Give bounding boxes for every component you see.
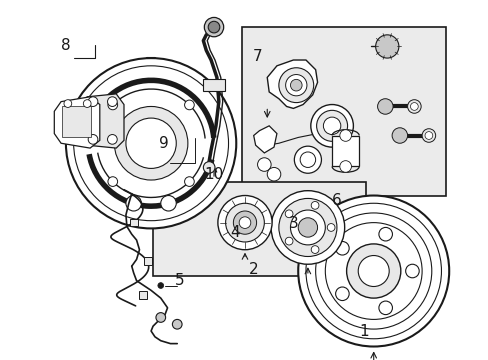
Circle shape [278, 198, 336, 256]
Circle shape [172, 319, 182, 329]
Bar [242, 27, 446, 195]
Bar [144, 257, 152, 265]
Circle shape [184, 177, 194, 186]
Circle shape [257, 158, 270, 171]
Circle shape [375, 35, 398, 58]
Circle shape [66, 58, 236, 229]
Circle shape [108, 177, 118, 186]
Circle shape [378, 301, 392, 315]
Polygon shape [253, 126, 276, 153]
Circle shape [326, 224, 334, 231]
Text: 3: 3 [288, 216, 298, 231]
Circle shape [278, 68, 313, 103]
Text: 8: 8 [61, 38, 71, 53]
Circle shape [310, 246, 318, 253]
Text: 2: 2 [248, 262, 258, 276]
Circle shape [424, 132, 432, 139]
Circle shape [158, 283, 163, 288]
Circle shape [161, 195, 176, 211]
Text: 6: 6 [331, 193, 341, 208]
Circle shape [218, 195, 271, 250]
Circle shape [294, 146, 321, 173]
Circle shape [184, 100, 194, 110]
Circle shape [108, 100, 118, 110]
Circle shape [270, 191, 344, 264]
Circle shape [208, 21, 220, 33]
Circle shape [315, 213, 431, 329]
Circle shape [126, 195, 141, 211]
Circle shape [114, 107, 187, 180]
Circle shape [305, 203, 441, 339]
Circle shape [88, 97, 98, 107]
Circle shape [310, 202, 318, 209]
Circle shape [310, 104, 353, 147]
Circle shape [421, 129, 435, 142]
Circle shape [358, 256, 388, 287]
Circle shape [409, 103, 417, 111]
Circle shape [156, 312, 165, 322]
Circle shape [290, 210, 325, 245]
Circle shape [346, 244, 400, 298]
Circle shape [323, 117, 340, 135]
Circle shape [64, 100, 72, 107]
Circle shape [204, 17, 223, 37]
Polygon shape [80, 94, 124, 148]
Circle shape [316, 111, 347, 141]
Circle shape [391, 128, 407, 143]
Text: 4: 4 [230, 225, 240, 240]
Circle shape [298, 218, 317, 237]
Circle shape [378, 228, 392, 241]
Circle shape [203, 162, 215, 173]
Circle shape [83, 100, 91, 107]
Circle shape [300, 152, 315, 167]
Text: 7: 7 [252, 49, 262, 64]
Bar [153, 182, 365, 276]
Bar [203, 79, 224, 91]
Circle shape [335, 242, 348, 255]
Circle shape [225, 203, 264, 242]
Bar [129, 219, 137, 226]
Circle shape [339, 130, 351, 141]
Circle shape [339, 161, 351, 172]
Text: 9: 9 [159, 136, 168, 151]
Text: 5: 5 [175, 273, 184, 288]
Circle shape [107, 135, 117, 144]
Text: 10: 10 [204, 167, 223, 182]
Polygon shape [267, 60, 317, 108]
Circle shape [407, 100, 420, 113]
Bar [139, 291, 147, 299]
Circle shape [74, 66, 228, 221]
Text: 1: 1 [359, 324, 368, 338]
Bar [62, 107, 91, 138]
Circle shape [233, 211, 256, 234]
Polygon shape [54, 97, 100, 148]
Circle shape [325, 222, 421, 319]
Circle shape [285, 75, 306, 96]
Circle shape [239, 217, 250, 229]
Circle shape [377, 99, 392, 114]
Circle shape [298, 195, 448, 347]
Circle shape [335, 287, 348, 301]
Circle shape [107, 97, 117, 107]
Circle shape [267, 167, 280, 181]
Circle shape [126, 118, 176, 168]
Circle shape [88, 135, 98, 144]
Circle shape [290, 79, 302, 91]
Circle shape [285, 210, 292, 218]
Circle shape [405, 264, 418, 278]
Circle shape [285, 237, 292, 245]
Bar [331, 135, 359, 166]
